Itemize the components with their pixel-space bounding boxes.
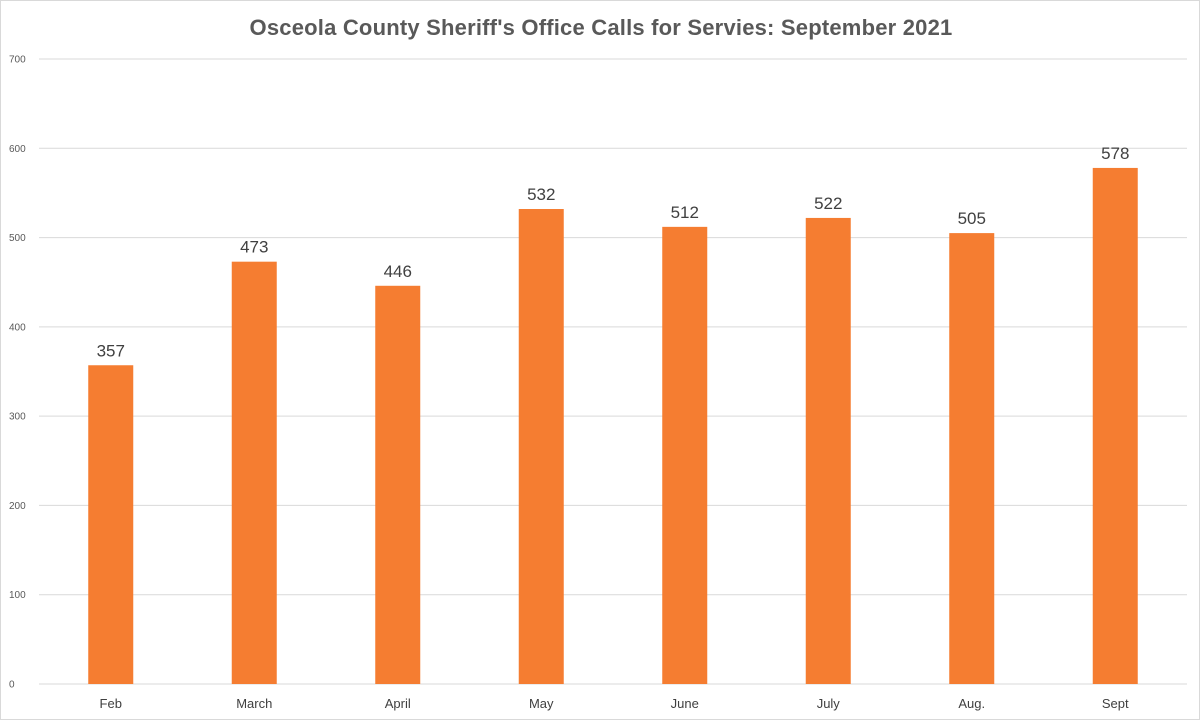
data-label-aug: 505: [958, 209, 986, 228]
y-tick-label-100: 100: [9, 590, 26, 601]
bar-july: [805, 217, 851, 684]
x-tick-label-may: May: [529, 696, 554, 711]
bar-sept: [1092, 167, 1138, 684]
bar-feb: [88, 365, 134, 684]
bar-march: [231, 261, 277, 684]
x-tick-label-april: April: [385, 696, 411, 711]
x-tick-label-aug: Aug.: [958, 696, 985, 711]
data-label-july: 522: [814, 194, 842, 213]
x-tick-label-march: March: [236, 696, 272, 711]
x-tick-label-july: July: [817, 696, 841, 711]
x-tick-label-sept: Sept: [1102, 696, 1129, 711]
x-tick-label-june: June: [671, 696, 699, 711]
x-axis-categories: Feb March April May June July Aug. Sept: [100, 696, 1129, 711]
bars: [88, 167, 1138, 684]
data-label-feb: 357: [97, 341, 125, 360]
y-tick-label-400: 400: [9, 322, 26, 333]
bar-april: [375, 285, 421, 684]
y-tick-label-600: 600: [9, 144, 26, 155]
y-tick-label-700: 700: [9, 55, 26, 66]
chart-title: Osceola County Sheriff's Office Calls fo…: [249, 15, 953, 40]
y-tick-label-300: 300: [9, 412, 26, 423]
y-axis-ticks: 0 100 200 300 400 500 600 700: [9, 55, 26, 691]
data-label-may: 532: [527, 185, 555, 204]
data-label-june: 512: [671, 203, 699, 222]
bar-june: [662, 226, 708, 684]
data-label-april: 446: [384, 262, 412, 281]
x-tick-label-feb: Feb: [100, 696, 122, 711]
data-labels: 357 473 446 532 512 522 505 578: [97, 144, 1130, 360]
bar-may: [518, 209, 564, 684]
gridlines: [39, 58, 1187, 685]
y-tick-label-0: 0: [9, 680, 15, 691]
data-label-march: 473: [240, 238, 268, 257]
data-label-sept: 578: [1101, 144, 1129, 163]
bar-aug: [949, 233, 995, 684]
y-tick-label-500: 500: [9, 233, 26, 244]
y-tick-label-200: 200: [9, 501, 26, 512]
